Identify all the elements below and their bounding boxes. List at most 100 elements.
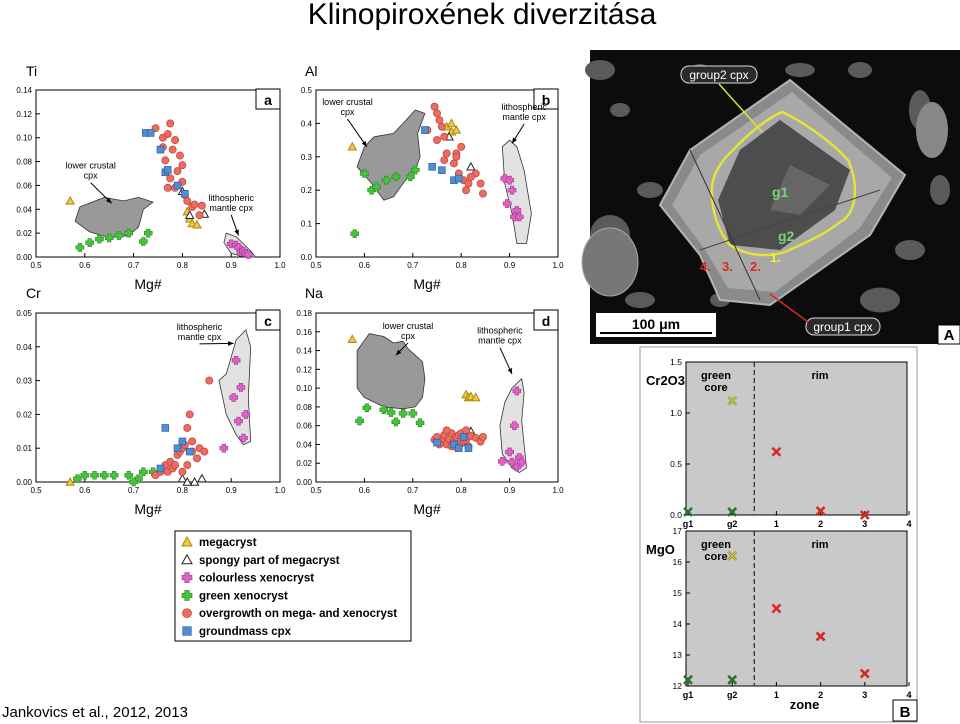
data-point xyxy=(446,118,457,128)
data-point xyxy=(181,190,189,198)
x-tick-label: 1.0 xyxy=(274,261,286,270)
y-tick-label: 0.14 xyxy=(16,86,32,95)
data-point xyxy=(124,228,134,238)
y-axis-label: MgO xyxy=(646,542,675,557)
y-tick-label: 0.08 xyxy=(16,158,32,167)
field-annotation: lithospheric mantle cpx xyxy=(177,322,223,342)
plot-frame xyxy=(685,530,908,687)
y-tick-label: 0.18 xyxy=(296,309,312,318)
panel-letter-b: B xyxy=(900,704,911,721)
legend-marker xyxy=(181,553,193,565)
x-tick-label: 0.7 xyxy=(407,486,419,495)
data-point xyxy=(183,461,192,470)
x-tick-label: 0.9 xyxy=(504,261,516,270)
y-tick-label: 0.5 xyxy=(301,86,313,95)
panel-label-box xyxy=(255,88,281,110)
y-tick-label: 0.5 xyxy=(670,459,682,469)
data-point xyxy=(134,474,143,483)
x-tick-label: 4 xyxy=(906,690,911,700)
data-point xyxy=(433,136,441,145)
data-point xyxy=(85,238,94,247)
data-point xyxy=(161,424,170,432)
data-point xyxy=(859,668,870,679)
data-point xyxy=(512,462,522,472)
y-tick-label: 0.12 xyxy=(16,110,32,119)
zone-label: 2. xyxy=(750,259,761,274)
data-point xyxy=(104,233,114,243)
data-point xyxy=(449,159,458,168)
x-tick-label: 0.6 xyxy=(79,486,91,495)
data-point xyxy=(517,457,526,467)
data-point xyxy=(498,457,507,466)
data-point xyxy=(347,141,358,151)
y-tick-label: 0.01 xyxy=(16,444,32,453)
y-axis-label: Cr2O3 xyxy=(646,373,685,388)
data-point xyxy=(727,674,738,685)
plot-frame xyxy=(685,361,908,516)
x-axis-label: Mg# xyxy=(413,501,440,517)
data-point xyxy=(90,470,99,480)
fracture xyxy=(699,189,881,251)
x-axis-label: Mg# xyxy=(134,501,161,517)
label-box xyxy=(805,317,881,336)
x-tick-label: 1.0 xyxy=(552,261,564,270)
x-tick-label: 1 xyxy=(774,690,779,700)
y-tick-label: 0.4 xyxy=(301,119,313,128)
y-tick-label: 0.04 xyxy=(16,343,32,352)
group1-label: group1 cpx xyxy=(813,320,872,334)
data-point xyxy=(815,506,826,516)
data-point xyxy=(451,125,462,134)
data-point xyxy=(430,102,439,111)
legend-marker xyxy=(182,608,192,619)
data-point xyxy=(479,432,487,441)
data-point xyxy=(95,234,104,244)
data-point xyxy=(510,421,519,430)
panel-label-box xyxy=(533,88,559,110)
legend-marker xyxy=(181,535,193,547)
field-annotation: lithospheric mantle cpx xyxy=(208,193,254,213)
groundmass-crystal xyxy=(581,227,639,297)
x-tick-label: 1.0 xyxy=(274,486,286,495)
data-point xyxy=(129,477,138,487)
region-label-rim: rim xyxy=(811,539,828,551)
data-point xyxy=(502,199,512,208)
data-point xyxy=(236,383,246,392)
y-tick-label: 0.1 xyxy=(301,220,313,229)
data-point xyxy=(391,172,401,182)
data-point xyxy=(462,426,470,435)
y-tick-label: 0.2 xyxy=(301,186,313,195)
y-tick-label: 0.0 xyxy=(301,253,313,262)
x-tick-label: 3 xyxy=(862,519,867,529)
y-tick-label: 0.3 xyxy=(301,153,313,162)
x-tick-label: 2 xyxy=(818,690,823,700)
panel-label-box xyxy=(533,309,559,331)
y-tick-label: 0.05 xyxy=(16,309,32,318)
micrograph-panel-a: group2 cpx group1 cpx g1 g2 1. 2. 3. 4. 100 μm A xyxy=(581,50,960,345)
x-tick-label: g1 xyxy=(683,690,694,700)
data-point xyxy=(65,195,76,205)
panel-label: d xyxy=(542,313,551,329)
y-tick-label: 1.5 xyxy=(670,357,682,367)
y-axis-label: Na xyxy=(305,285,323,301)
data-point xyxy=(173,167,182,176)
groundmass-crystal xyxy=(895,240,925,260)
data-point xyxy=(440,132,449,141)
data-point xyxy=(450,440,458,449)
data-point xyxy=(727,395,738,406)
x-tick-label: 0.9 xyxy=(504,486,516,495)
y-tick-label: 0.02 xyxy=(16,229,32,238)
data-point xyxy=(459,433,468,441)
y-tick-label: 0.10 xyxy=(296,384,312,393)
data-point xyxy=(190,200,199,209)
arrow-head xyxy=(361,140,367,147)
legend-label: colourless xenocryst xyxy=(199,573,314,585)
x-tick-label: 0.7 xyxy=(128,261,140,270)
arrow-head xyxy=(507,368,513,375)
legend-label: groundmass cpx xyxy=(199,626,292,638)
legend-frame xyxy=(174,530,412,642)
data-point xyxy=(173,181,182,190)
data-point xyxy=(139,467,148,477)
data-point xyxy=(75,243,85,252)
